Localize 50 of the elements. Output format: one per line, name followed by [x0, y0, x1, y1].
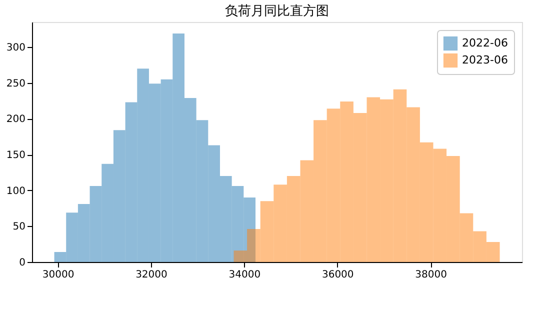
bar: [137, 68, 149, 262]
bar: [460, 213, 474, 262]
bar: [260, 201, 274, 262]
bar: [234, 250, 248, 262]
bar: [90, 186, 102, 262]
legend-label: 2022-06: [462, 36, 508, 50]
bar: [208, 145, 220, 262]
bar: [125, 102, 138, 262]
bar: [340, 102, 354, 262]
x-tick-label: 32000: [136, 270, 168, 280]
bar: [314, 120, 327, 262]
legend-label: 2023-06: [462, 54, 508, 66]
bar: [406, 107, 420, 262]
x-tick-label: 36000: [322, 270, 354, 280]
bar: [54, 252, 66, 262]
bar: [113, 130, 126, 262]
bar: [380, 99, 394, 262]
x-tick-label: 34000: [228, 270, 261, 280]
y-tick-label: 300: [6, 42, 26, 54]
bar: [148, 84, 161, 262]
bar: [274, 184, 287, 262]
bar: [66, 212, 78, 262]
bar: [184, 98, 196, 262]
bar: [286, 176, 300, 262]
bar: [172, 33, 184, 262]
y-tick-label: 150: [6, 150, 26, 162]
bar: [196, 120, 208, 262]
bar: [366, 97, 380, 262]
bar: [446, 156, 460, 262]
y-tick-label: 250: [6, 78, 26, 90]
bar: [353, 112, 367, 262]
bar: [160, 79, 173, 262]
bar: [420, 142, 434, 262]
bar: [433, 148, 447, 262]
bar: [473, 231, 486, 262]
bar: [78, 204, 90, 262]
y-tick-label: 100: [6, 186, 26, 197]
y-tick-label: 50: [12, 222, 26, 233]
y-tick-label: 0: [19, 258, 26, 268]
chart-title: 负荷月同比直方图: [225, 3, 329, 19]
bar: [393, 89, 407, 262]
bar: [300, 160, 314, 262]
x-tick-label: 38000: [415, 270, 447, 280]
bar: [326, 108, 340, 262]
bar: [102, 164, 114, 262]
x-tick-label: 30000: [42, 270, 74, 280]
bar: [247, 229, 260, 262]
y-tick-label: 200: [6, 114, 26, 126]
bar: [220, 176, 232, 262]
bar: [486, 242, 500, 262]
